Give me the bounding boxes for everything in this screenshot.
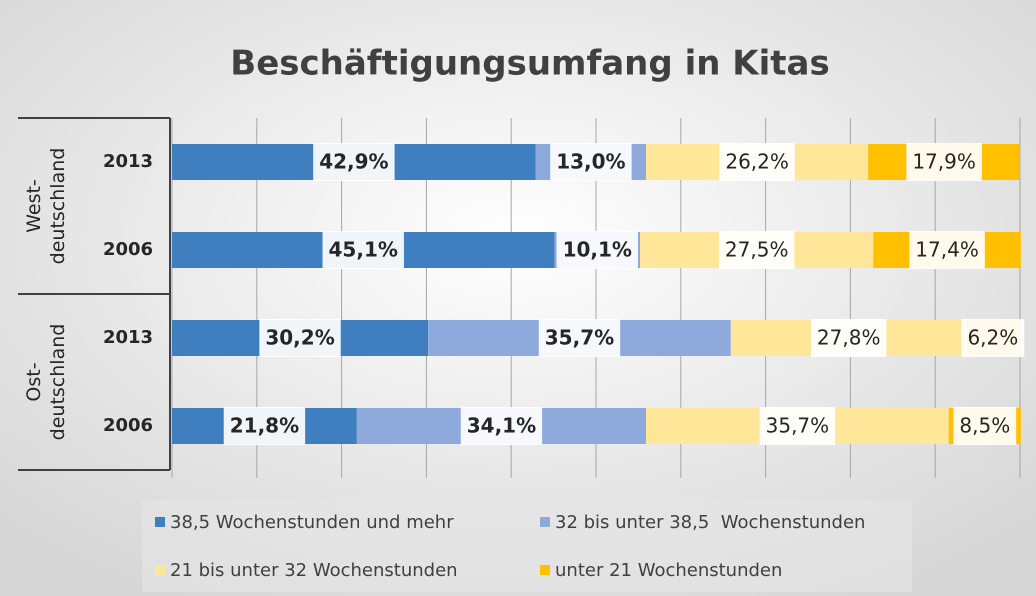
- data-label: 27,5%: [725, 238, 789, 262]
- data-label-background: [538, 319, 621, 357]
- data-label: 21,8%: [230, 414, 299, 438]
- data-label-background: [460, 407, 543, 445]
- data-label: 34,1%: [467, 414, 536, 438]
- y-tick-label: 2006: [103, 239, 153, 260]
- labels: 42,9% 13,0% 26,2% 17,9% 45,1% 10,1% 27,5% 17,4%…: [223, 143, 1025, 445]
- data-label: 27,8%: [817, 326, 881, 350]
- legend-swatch: [540, 565, 550, 575]
- y-tick-label: 2006: [103, 415, 153, 436]
- data-label: 42,9%: [319, 150, 388, 174]
- data-label: 35,7%: [545, 326, 614, 350]
- data-label-background: [313, 143, 395, 181]
- data-label-background: [906, 143, 982, 181]
- data-label: 17,9%: [912, 150, 976, 174]
- data-label: 26,2%: [725, 150, 789, 174]
- data-label: 45,1%: [329, 238, 398, 262]
- legend-swatch: [540, 517, 550, 527]
- axis: West-deutschland 2013 2006 Ost-deutschland 2…: [18, 117, 171, 471]
- y-tick-label: 2013: [103, 327, 153, 348]
- group-label-line: deutschland: [47, 148, 69, 265]
- group-label: Ost-deutschland: [23, 324, 69, 441]
- data-label: 13,0%: [556, 150, 625, 174]
- data-label-background: [556, 231, 638, 269]
- data-label-background: [810, 319, 887, 357]
- group-label: West-deutschland: [23, 148, 69, 265]
- group-label-line: Ost-: [23, 362, 45, 401]
- legend-label: 32 bis unter 38,5 Wochenstunden: [555, 512, 865, 533]
- data-label-background: [961, 319, 1025, 357]
- chart-title: Beschäftigungsumfang in Kitas: [230, 44, 829, 84]
- data-label-background: [550, 143, 632, 181]
- data-label-background: [759, 407, 836, 445]
- legend-swatch: [155, 565, 165, 575]
- data-label: 6,2%: [967, 326, 1018, 350]
- legend: 38,5 Wochenstunden und mehr 32 bis unter …: [142, 500, 912, 592]
- data-label-background: [718, 231, 795, 269]
- data-label-background: [259, 319, 341, 357]
- group-label-line: West-: [23, 179, 45, 233]
- group-label-line: deutschland: [47, 324, 69, 441]
- legend-swatch: [155, 517, 165, 527]
- data-label-background: [953, 407, 1017, 445]
- data-label: 8,5%: [959, 414, 1010, 438]
- data-label-background: [322, 231, 404, 269]
- legend-background: [142, 500, 912, 592]
- data-label: 17,4%: [915, 238, 979, 262]
- data-label: 30,2%: [265, 326, 334, 350]
- y-tick-label: 2013: [103, 151, 153, 172]
- data-label-background: [909, 231, 985, 269]
- data-label: 35,7%: [766, 414, 830, 438]
- legend-label: 21 bis unter 32 Wochenstunden: [170, 560, 458, 581]
- data-label-background: [223, 407, 306, 445]
- data-label-background: [719, 143, 795, 181]
- legend-label: 38,5 Wochenstunden und mehr: [170, 512, 454, 533]
- data-label: 10,1%: [563, 238, 632, 262]
- legend-label: unter 21 Wochenstunden: [555, 560, 782, 581]
